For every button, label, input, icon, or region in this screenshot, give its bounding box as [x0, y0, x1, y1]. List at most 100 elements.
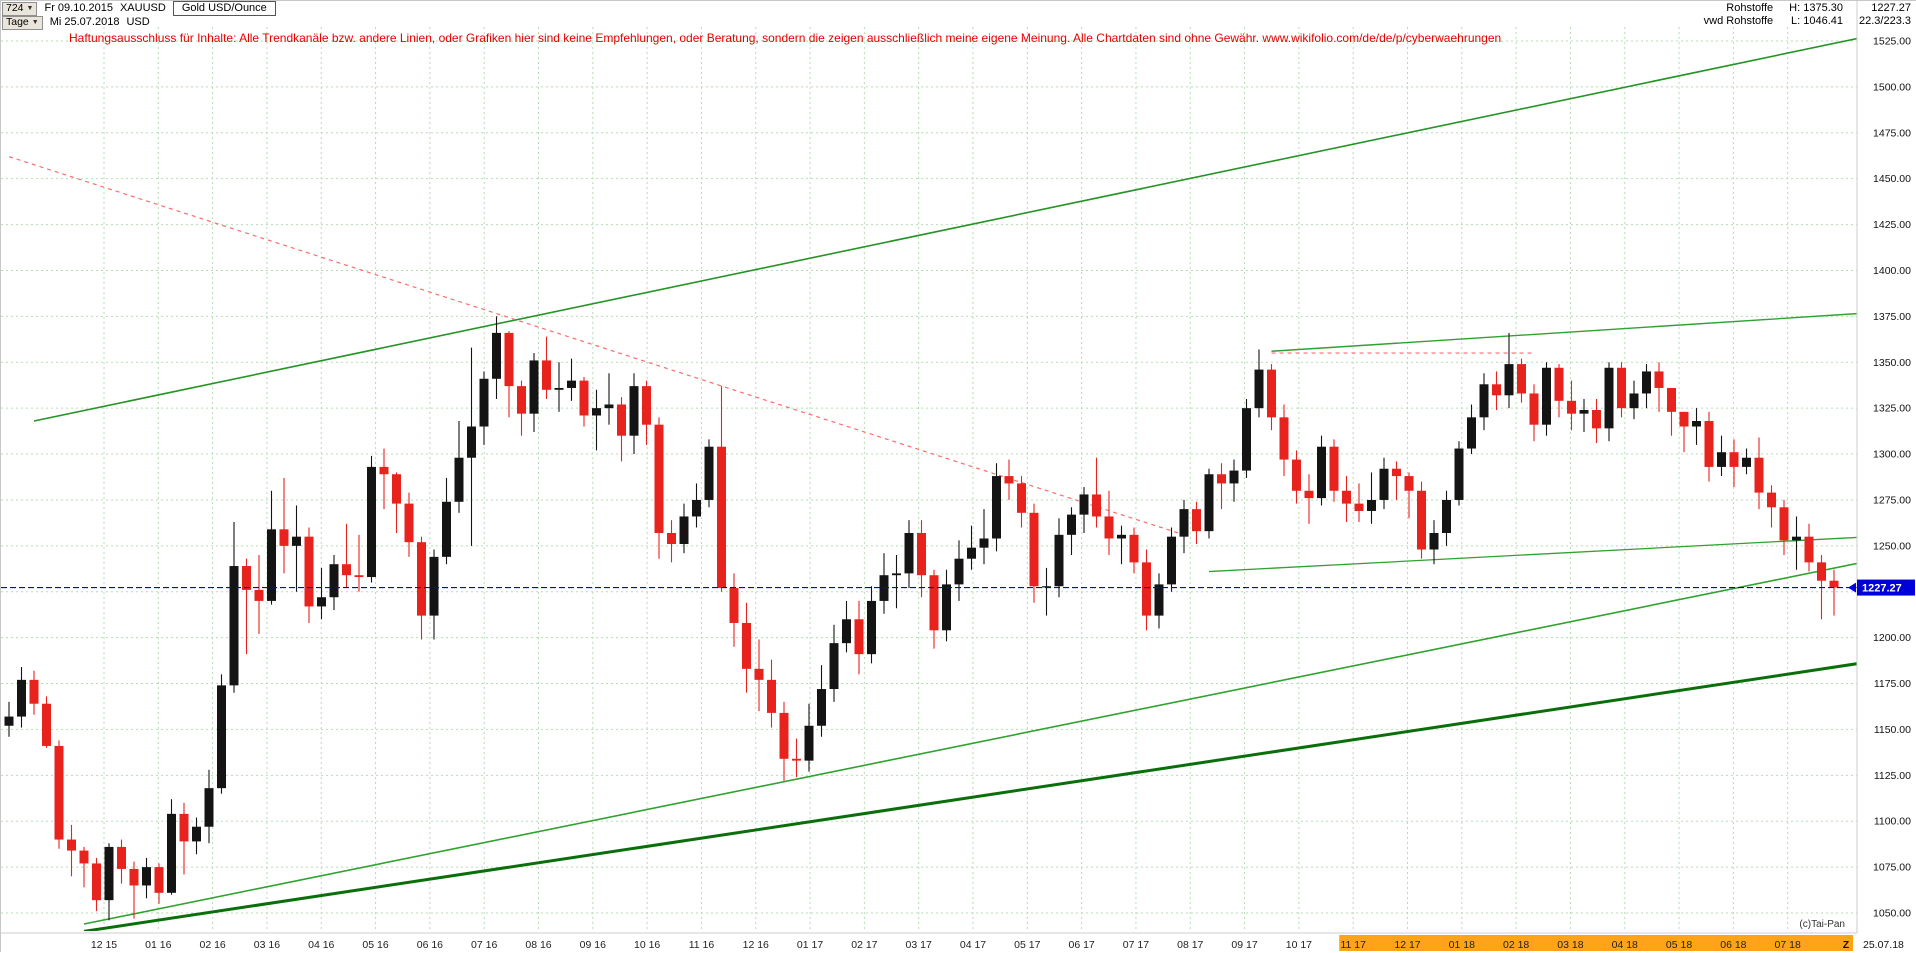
y-axis-label: 1375.00: [1873, 311, 1911, 323]
x-axis-label: 11 17: [1340, 939, 1366, 951]
y-axis-label: 1400.00: [1873, 265, 1911, 277]
timeframe-dropdown[interactable]: Tage ▼: [2, 15, 43, 30]
candle-body: [454, 457, 464, 502]
candle-body: [1579, 409, 1589, 414]
trendline-rising-support-thick[interactable]: [83, 661, 1872, 931]
x-axis-label: 12 15: [91, 939, 117, 951]
y-axis-label: 1525.00: [1873, 36, 1911, 48]
candle-body: [817, 689, 826, 726]
candle-body: [842, 619, 851, 644]
candle-body: [1342, 490, 1351, 504]
candle-body: [1292, 459, 1301, 491]
candle-body: [417, 542, 426, 616]
candle-body: [1179, 509, 1189, 537]
candle-body: [17, 679, 26, 717]
trendline-recent-highs-resistance[interactable]: [1271, 312, 1872, 352]
x-axis-label: 10 16: [634, 939, 660, 951]
candle-body: [67, 839, 76, 851]
candle-body: [1242, 408, 1251, 471]
last-price-tag-value: 1227.27: [1862, 583, 1902, 595]
candle-body: [892, 573, 901, 576]
candle-body: [1392, 468, 1401, 477]
candle-body: [254, 589, 264, 601]
candle-body: [1442, 499, 1451, 533]
x-axis-label: 02 17: [851, 939, 877, 951]
candle-body: [667, 532, 676, 545]
quote-category: Rohstoffe: [1726, 2, 1774, 14]
candle-body: [1817, 562, 1826, 581]
candle-body: [1767, 492, 1776, 508]
candle-body: [1642, 371, 1651, 394]
candle-body: [179, 813, 189, 842]
x-axis-label: 03 16: [254, 939, 280, 951]
price-axis: 1525.00 1500.00 1475.00 1450.00 1425.00 1400.…: [1856, 1, 1916, 953]
y-axis-label: 1350.00: [1873, 357, 1911, 369]
candle-body: [767, 679, 776, 713]
candle-body: [467, 426, 476, 458]
candle-body: [1654, 371, 1664, 388]
candle-body: [1454, 448, 1464, 500]
candle-body: [867, 600, 876, 655]
candle-body: [1554, 367, 1564, 401]
candle-body: [804, 725, 814, 761]
candle-body: [1079, 494, 1089, 515]
y-axis-label: 1150.00: [1874, 724, 1911, 736]
y-axis-label: 1450.00: [1873, 173, 1911, 185]
candle-body: [992, 476, 1001, 539]
candle-body: [1742, 457, 1751, 467]
candle-body: [192, 826, 201, 842]
candle-body: [142, 867, 151, 886]
candle-body: [304, 536, 314, 607]
candle-body: [242, 566, 251, 590]
candle-body: [1429, 532, 1439, 550]
candle-body: [1529, 393, 1539, 425]
candle-body: [1492, 384, 1501, 396]
candle-body: [1254, 369, 1264, 409]
last-price-tag: 1227.27: [1848, 579, 1915, 596]
candle-body: [1267, 369, 1276, 418]
candle-body: [567, 380, 576, 388]
candle-body: [79, 850, 89, 864]
x-axis-label: 09 17: [1231, 939, 1257, 951]
candle-body: [29, 679, 39, 704]
candle-body: [1317, 446, 1326, 499]
y-axis-label: 1050.00: [1873, 908, 1911, 920]
last-price-tag-bg: [1857, 579, 1915, 596]
candle-body: [1779, 507, 1789, 541]
candle-body: [1117, 534, 1126, 539]
candle-body: [979, 538, 989, 548]
candle-body: [1204, 474, 1214, 532]
trendline-rising-support-thin[interactable]: [83, 561, 1872, 925]
candle-body: [1617, 367, 1626, 409]
x-axis-label: 03 18: [1557, 939, 1583, 951]
candle-body: [929, 575, 939, 631]
x-axis-label: 02 18: [1503, 939, 1529, 951]
candle-body: [904, 532, 914, 574]
candle-body: [1629, 393, 1639, 409]
candle-body: [1404, 476, 1414, 491]
candle-body: [542, 360, 551, 390]
trendline-rising-resistance-longterm[interactable]: [33, 35, 1872, 422]
candle-body: [792, 758, 801, 761]
highlight-band: [1339, 935, 1853, 951]
y-axis-label: 1325.00: [1873, 403, 1911, 415]
gridlines: [1, 27, 1857, 931]
trendline-declining-resistance-red[interactable]: [8, 156, 1185, 536]
candle-body: [104, 846, 114, 901]
instrument-title: Gold USD/Ounce: [172, 1, 276, 16]
x-axis-label: 07 17: [1123, 939, 1149, 951]
y-axis-label: 1100.00: [1874, 816, 1911, 828]
symbol-label: XAUUSD: [119, 2, 166, 14]
candle-body: [629, 386, 639, 436]
trendline-minor-support-broken[interactable]: [1208, 536, 1872, 573]
candle-body: [554, 387, 564, 390]
candle-body: [1304, 490, 1314, 499]
bars-count-dropdown[interactable]: 724 ▼: [2, 1, 38, 16]
candle-body: [204, 788, 214, 827]
x-axis-label: 04 18: [1612, 939, 1638, 951]
candle-body: [54, 745, 64, 840]
candle-body: [942, 584, 951, 631]
candle-body: [1679, 411, 1689, 427]
candle-body: [154, 867, 164, 893]
